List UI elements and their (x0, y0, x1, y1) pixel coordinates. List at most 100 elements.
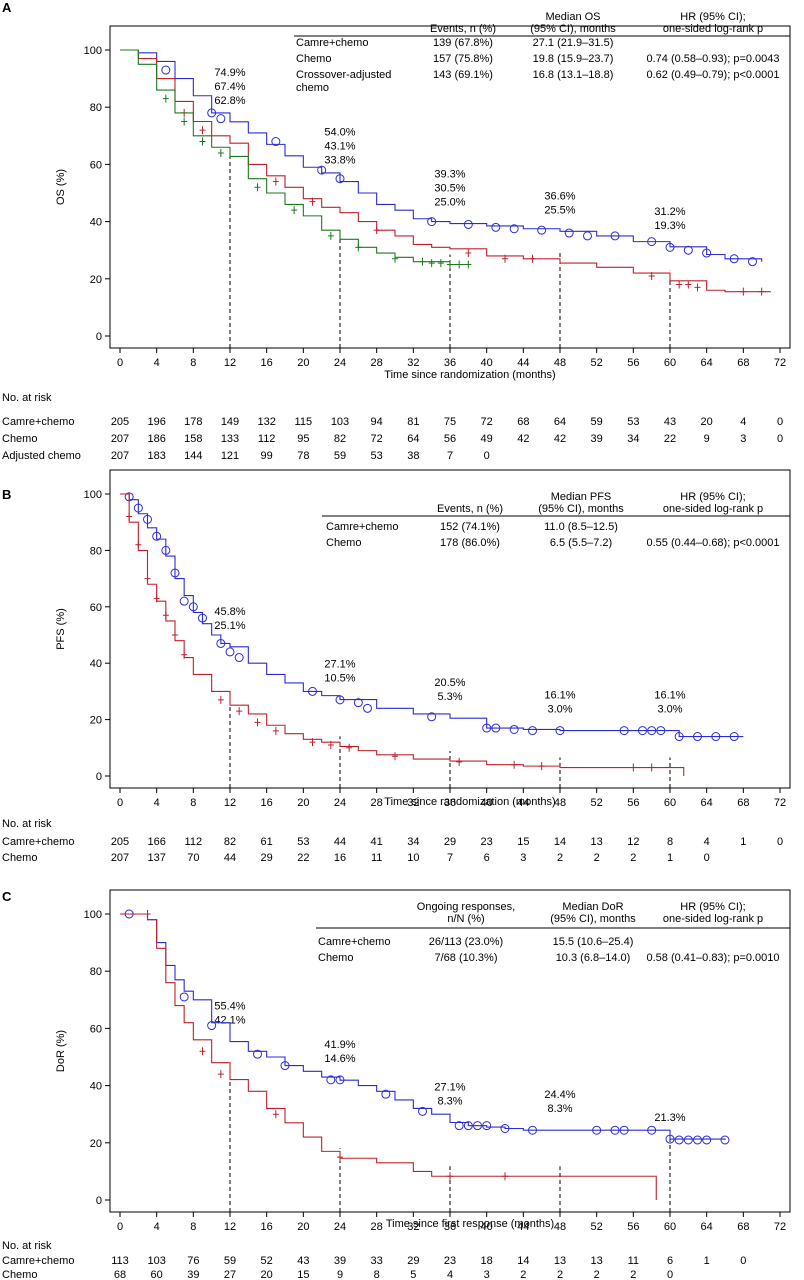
y-tick-label: 60 (90, 159, 102, 171)
x-tick-label: 64 (701, 357, 713, 369)
censor-mark (216, 114, 226, 124)
risk-row-name: Chemo (2, 433, 37, 445)
risk-value: 12 (627, 836, 639, 848)
x-tick-label: 12 (224, 797, 236, 809)
risk-value: 9 (704, 433, 710, 445)
censor-mark (144, 910, 151, 918)
table-header: Events, n (%) (437, 503, 503, 515)
landmark-value: 25.0% (434, 197, 465, 209)
censor-mark (564, 228, 574, 238)
risk-table-label: No. at risk (2, 818, 52, 830)
risk-value: 0 (740, 1255, 746, 1267)
table-header: one-sided log-rank p (663, 913, 763, 925)
risk-value: 1 (704, 1255, 710, 1267)
risk-value: 13 (591, 836, 603, 848)
risk-value: 2 (594, 1269, 600, 1280)
censor-mark (674, 732, 684, 742)
censor-mark (529, 254, 536, 263)
risk-value: 178 (184, 416, 202, 428)
panel-C: C0 4 8 12 16 20 24 28 32 36 40 44 48 52 56 60 64 68 720204… (2, 889, 791, 1280)
panel-B: B0 4 8 12 16 20 24 28 32 36 40 44 48 52 56 60 64 68 720204… (2, 469, 791, 864)
censor-mark (537, 225, 547, 235)
x-tick-label: 68 (737, 357, 749, 369)
y-tick-label: 0 (96, 331, 102, 343)
x-tick-label: 4 (154, 797, 160, 809)
censor-mark (327, 740, 334, 749)
censor-mark (181, 117, 188, 126)
landmark-value: 30.5% (434, 183, 465, 195)
censor-mark (308, 686, 317, 696)
y-tick-label: 20 (90, 274, 102, 286)
censor-mark (143, 514, 152, 524)
table-row-name: Camre+chemo (318, 936, 390, 948)
risk-value: 4 (447, 1269, 453, 1280)
risk-table-label: No. at risk (2, 1240, 52, 1252)
table-header: (95% CI), months (530, 23, 616, 35)
y-tick-label: 40 (90, 217, 102, 229)
risk-value: 3 (740, 433, 746, 445)
censor-mark (254, 718, 261, 727)
risk-value: 72 (481, 416, 493, 428)
censor-mark (392, 254, 398, 263)
table-median: 27.1 (21.9–31.5) (533, 37, 614, 49)
y-tick-label: 20 (90, 715, 102, 727)
risk-value: 43 (297, 1255, 309, 1267)
landmark-value: 16.1% (544, 690, 575, 702)
x-tick-label: 0 (117, 797, 123, 809)
censor-mark (181, 650, 188, 659)
risk-value: 132 (257, 416, 275, 428)
table-header: Median OS (545, 11, 600, 23)
censor-mark (428, 259, 435, 268)
x-tick-label: 16 (261, 357, 273, 369)
y-axis-label: PFS (%) (55, 608, 67, 650)
risk-value: 2 (557, 852, 563, 864)
x-tick-label: 72 (774, 1221, 786, 1233)
risk-value: 11 (628, 1255, 639, 1267)
x-tick-label: 12 (224, 357, 236, 369)
risk-value: 3 (484, 1269, 490, 1280)
censor-mark (327, 231, 334, 240)
y-axis-label: OS (%) (55, 169, 67, 205)
y-tick-label: 80 (90, 545, 102, 557)
censor-mark (216, 638, 226, 648)
y-tick-label: 40 (90, 658, 102, 670)
table-median: 10.3 (6.8–14.0) (556, 952, 631, 964)
panel-label: B (2, 487, 11, 502)
censor-mark (511, 760, 518, 769)
censor-mark (317, 165, 327, 175)
censor-mark (144, 574, 151, 583)
y-tick-label: 40 (90, 1081, 102, 1093)
censor-mark (740, 287, 747, 296)
risk-value: 207 (111, 433, 129, 445)
landmark-value: 16.1% (654, 690, 685, 702)
censor-mark (199, 1047, 206, 1056)
risk-value: 14 (554, 836, 566, 848)
censor-mark (188, 602, 198, 612)
x-tick-label: 68 (737, 1221, 749, 1233)
censor-mark (502, 1172, 508, 1181)
censor-mark (491, 723, 501, 733)
censor-mark (648, 763, 655, 772)
risk-value: 64 (554, 416, 566, 428)
censor-mark (683, 245, 693, 255)
panel-label: C (2, 889, 12, 904)
x-tick-label: 8 (190, 797, 196, 809)
censor-mark (509, 724, 519, 734)
x-tick-label: 64 (701, 797, 713, 809)
table-hr: 0.58 (0.41–0.83); p=0.0010 (646, 952, 779, 964)
x-tick-label: 52 (591, 357, 603, 369)
risk-value: 64 (407, 433, 419, 445)
table-events: 178 (86.0%) (440, 537, 500, 549)
x-tick-label: 48 (554, 797, 566, 809)
survival-curve-chemo (120, 913, 657, 1200)
table-median: 11.0 (8.5–12.5) (544, 521, 618, 533)
y-tick-label: 0 (96, 771, 102, 783)
risk-value: 103 (147, 1255, 165, 1267)
landmark-value: 24.4% (544, 1089, 575, 1101)
censor-mark (694, 283, 701, 292)
risk-value: 39 (591, 433, 603, 445)
risk-value: 20 (261, 1269, 273, 1280)
risk-value: 22 (664, 433, 676, 445)
censor-mark (665, 242, 675, 252)
censor-mark (225, 647, 235, 657)
